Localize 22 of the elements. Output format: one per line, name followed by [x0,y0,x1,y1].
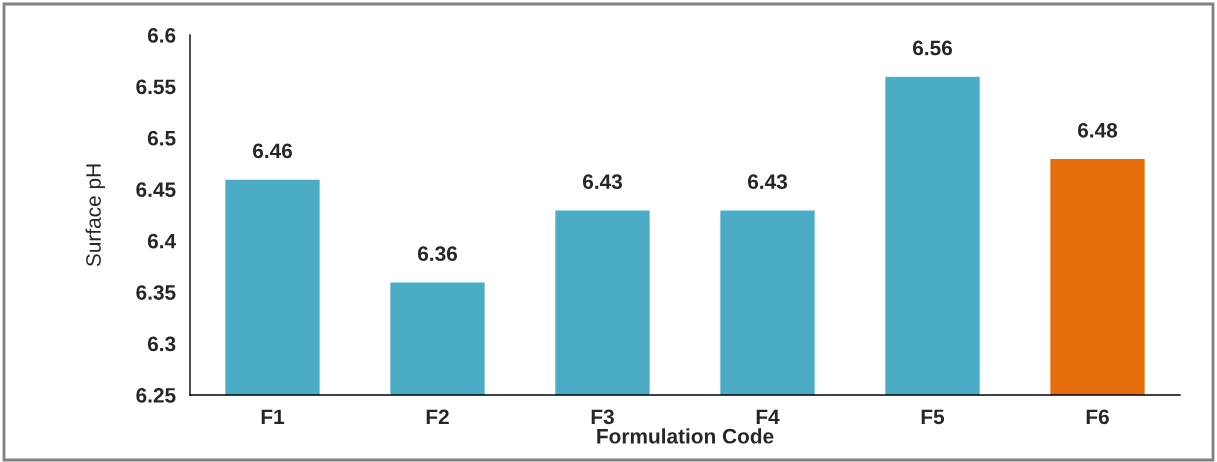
x-axis-title: Formulation Code [597,428,774,444]
y-tick-label: 6.4 [147,233,176,249]
data-label: 6.36 [417,246,458,262]
data-label: 6.56 [912,40,953,56]
x-tick-label: F3 [591,409,614,425]
data-label: 6.43 [582,174,623,190]
y-tick-label: 6.45 [136,182,176,198]
data-label: 6.48 [1077,122,1118,138]
x-tick-label: F6 [1086,409,1109,425]
y-tick-label: 6.55 [136,79,176,95]
y-axis-title: Surface pH [85,164,106,267]
data-label: 6.46 [252,143,293,159]
x-tick-label: F5 [921,409,945,425]
y-tick-label: 6.5 [147,130,176,146]
y-tick-label: 6.3 [147,336,176,352]
data-label: 6.43 [747,174,788,190]
y-tick-label: 6.25 [136,388,176,403]
y-tick-label: 6.35 [136,285,176,300]
x-tick-label: F1 [261,409,285,424]
y-tick-label: 6.6 [147,28,176,43]
x-tick-label: F4 [756,409,780,424]
x-tick-label: F2 [426,409,449,424]
